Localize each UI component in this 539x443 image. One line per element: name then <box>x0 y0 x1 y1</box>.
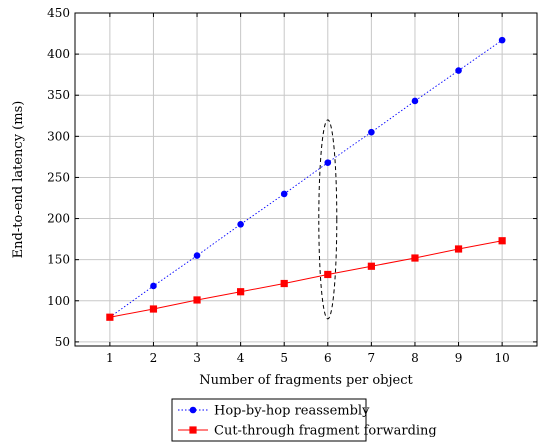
data-point <box>324 270 332 279</box>
x-tick-label: 8 <box>411 351 419 365</box>
legend-entry-1: Cut-through fragment forwarding <box>178 424 437 439</box>
y-tick-label: 100 <box>47 294 70 308</box>
data-point <box>280 190 288 198</box>
y-tick-label: 300 <box>47 129 70 143</box>
legend-entry-0: Hop-by-hop reassembly <box>178 404 370 419</box>
data-point <box>149 305 158 313</box>
series-0 <box>106 36 506 321</box>
data-point <box>367 262 375 270</box>
data-point <box>455 67 462 74</box>
legend-box <box>171 398 367 442</box>
x-tick-label: 5 <box>280 351 288 365</box>
data-point <box>411 97 419 105</box>
y-tick-label: 450 <box>47 6 70 20</box>
plot-frame <box>74 12 538 347</box>
x-tick-label: 4 <box>237 351 245 365</box>
series-line <box>109 240 503 318</box>
x-axis-label: Number of fragments per object <box>199 373 413 388</box>
x-tick-label: 2 <box>150 351 158 365</box>
x-tick-label: 7 <box>368 351 376 365</box>
y-axis-ticks: 50 100 150 200 250 300 350 400 450 <box>47 6 537 349</box>
data-point <box>280 279 288 288</box>
y-axis-label: End-to-end latency (ms) <box>11 101 26 259</box>
y-tick-label: 150 <box>47 253 70 267</box>
y-tick-label: 50 <box>55 335 70 349</box>
x-tick-label: 1 <box>106 351 114 365</box>
series-line <box>109 39 503 318</box>
data-point <box>498 36 506 44</box>
dashed-ellipse <box>318 119 338 320</box>
x-tick-label: 6 <box>324 351 332 365</box>
legend-marker <box>189 406 197 414</box>
data-point <box>237 221 244 228</box>
data-point <box>150 282 157 290</box>
x-tick-label: 10 <box>494 351 509 365</box>
data-point <box>106 313 114 321</box>
data-point <box>411 254 419 262</box>
x-tick-label: 9 <box>455 351 463 365</box>
data-point <box>454 245 463 253</box>
data-point <box>498 237 506 245</box>
x-tick-label: 3 <box>193 351 201 365</box>
data-point <box>368 128 375 136</box>
y-tick-label: 350 <box>47 88 70 102</box>
x-axis-ticks: 1 2 3 4 5 6 7 8 9 10 <box>106 13 510 365</box>
legend-marker <box>189 426 197 434</box>
grid <box>75 12 537 346</box>
y-tick-label: 400 <box>47 47 70 61</box>
data-point <box>193 296 201 304</box>
y-tick-label: 250 <box>47 170 70 184</box>
annotations <box>318 119 338 320</box>
legend: Hop-by-hop reassembly Cut-through fragmen… <box>171 398 437 442</box>
series-group <box>106 36 506 321</box>
data-point <box>324 159 332 166</box>
series-1 <box>106 237 506 321</box>
y-tick-label: 200 <box>47 212 70 226</box>
legend-label: Cut-through fragment forwarding <box>214 424 437 439</box>
legend-label: Hop-by-hop reassembly <box>214 404 370 419</box>
data-point <box>193 252 201 259</box>
data-point <box>237 288 245 296</box>
